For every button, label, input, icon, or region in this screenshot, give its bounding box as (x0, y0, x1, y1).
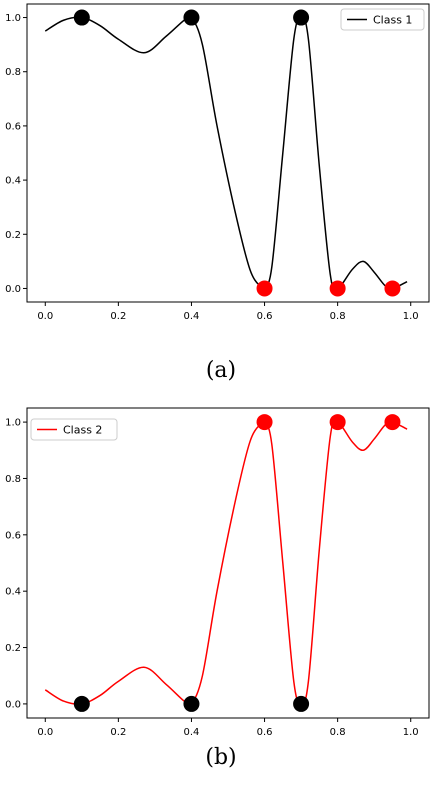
data-point-3 (293, 695, 310, 712)
x-tick-label: 0.2 (110, 311, 126, 322)
data-point-2 (183, 695, 200, 712)
legend-box (30, 418, 118, 441)
series-line-1 (44, 419, 408, 707)
y-tick-label: 0.4 (5, 587, 21, 598)
data-point-2 (183, 9, 200, 26)
x-tick-label: 0.4 (184, 311, 200, 322)
axes-frame (26, 407, 430, 719)
x-tick-label: 0.6 (257, 727, 273, 738)
y-tick-label: 1.0 (5, 418, 21, 429)
x-tick-label: 1.0 (403, 727, 419, 738)
y-tick-label: 0.6 (5, 530, 21, 541)
data-point-6 (384, 280, 401, 297)
x-tick-label: 0.2 (110, 727, 126, 738)
x-tick-label: 0.8 (330, 727, 346, 738)
data-point-4 (256, 414, 273, 431)
y-tick-label: 0.4 (5, 176, 21, 187)
y-tick-label: 0.2 (5, 230, 21, 241)
y-tick-label: 1.0 (5, 13, 21, 24)
legend-label: Class 1 (373, 14, 412, 27)
series-line-1 (44, 15, 408, 292)
data-point-5 (329, 280, 346, 297)
data-point-3 (293, 9, 310, 26)
data-point-5 (329, 414, 346, 431)
y-tick-label: 0.6 (5, 121, 21, 132)
legend-label: Class 2 (63, 424, 102, 437)
data-point-6 (384, 414, 401, 431)
y-tick-label: 0.2 (5, 643, 21, 654)
panel-caption: (a) (206, 358, 236, 383)
panel-caption: (b) (205, 745, 236, 770)
data-point-4 (256, 280, 273, 297)
y-tick-label: 0.0 (5, 284, 21, 295)
data-point-1 (73, 695, 90, 712)
x-tick-label: 0.4 (184, 727, 200, 738)
legend-box (340, 8, 425, 31)
axes-frame (26, 3, 430, 303)
y-tick-label: 0.8 (5, 67, 21, 78)
x-tick-label: 0.0 (37, 311, 53, 322)
chart-panel-2: 0.0 0.2 0.4 0.6 0.8 1.0 0.0 0.2 0.4 0.6 0.8 1.0 Clas… (5, 407, 430, 770)
data-point-1 (73, 9, 90, 26)
x-tick-label: 0.8 (330, 311, 346, 322)
x-tick-label: 1.0 (403, 311, 419, 322)
chart-panel-1: 0.0 0.2 0.4 0.6 0.8 1.0 0.0 0.2 0.4 0.6 0.8 1.0 Clas… (5, 3, 430, 383)
x-tick-label: 0.0 (37, 727, 53, 738)
y-tick-label: 0.0 (5, 699, 21, 710)
x-tick-label: 0.6 (257, 311, 273, 322)
y-tick-label: 0.8 (5, 474, 21, 485)
